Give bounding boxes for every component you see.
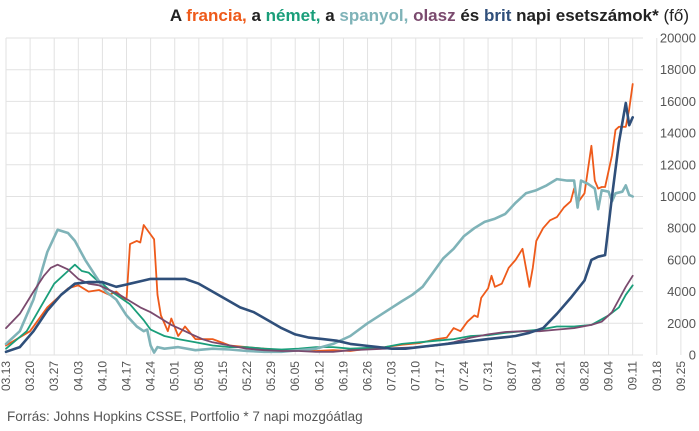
y-tick-label: 4000 bbox=[667, 284, 696, 299]
x-tick-label: 05.01 bbox=[168, 361, 182, 391]
title-part: francia, bbox=[186, 6, 247, 25]
y-tick-label: 14000 bbox=[660, 126, 696, 141]
x-tick-label: 03.20 bbox=[23, 361, 37, 391]
title-part: német, bbox=[265, 6, 321, 25]
y-tick-label: 8000 bbox=[667, 221, 696, 236]
source-note: Forrás: Johns Hopkins CSSE, Portfolio * … bbox=[7, 409, 363, 424]
y-tick-label: 6000 bbox=[667, 252, 696, 267]
x-tick-label: 07.03 bbox=[385, 361, 399, 391]
x-tick-label: 09.04 bbox=[602, 361, 616, 391]
x-tick-label: 06.12 bbox=[312, 361, 326, 391]
x-tick-label: 07.17 bbox=[433, 361, 447, 391]
y-tick-label: 0 bbox=[689, 348, 696, 363]
title-part: és bbox=[455, 6, 484, 25]
x-tick-label: 07.10 bbox=[409, 361, 423, 391]
chart-title: A francia, a német, a spanyol, olasz és … bbox=[170, 6, 689, 26]
x-tick-label: 05.08 bbox=[192, 361, 206, 391]
y-tick-label: 16000 bbox=[660, 94, 696, 109]
x-tick-label: 05.29 bbox=[264, 361, 278, 391]
x-tick-label: 08.14 bbox=[529, 361, 543, 391]
x-tick-label: 03.27 bbox=[47, 361, 61, 391]
title-unit: (fő) bbox=[658, 6, 689, 25]
title-part: spanyol, bbox=[339, 6, 409, 25]
y-tick-label: 20000 bbox=[660, 31, 696, 46]
x-tick-label: 04.03 bbox=[71, 361, 85, 391]
title-part: brit bbox=[483, 6, 512, 25]
title-part: a bbox=[246, 6, 266, 25]
y-tick-label: 12000 bbox=[660, 157, 696, 172]
x-tick-label: 10.02 bbox=[698, 361, 699, 391]
x-tick-label: 05.15 bbox=[216, 361, 230, 391]
x-tick-label: 09.11 bbox=[626, 361, 640, 390]
series-line-spanyol bbox=[4, 177, 635, 354]
x-tick-label: 06.05 bbox=[288, 361, 302, 391]
x-tick-label: 07.31 bbox=[481, 361, 495, 391]
x-tick-label: 08.07 bbox=[505, 361, 519, 391]
y-tick-label: 2000 bbox=[667, 316, 696, 331]
title-part: napi esetszámok* bbox=[511, 6, 659, 25]
x-tick-label: 08.28 bbox=[577, 361, 591, 391]
x-tick-label: 08.21 bbox=[553, 361, 567, 391]
x-tick-label: 09.25 bbox=[674, 361, 688, 391]
x-tick-label: 06.26 bbox=[361, 361, 375, 391]
x-tick-label: 07.24 bbox=[457, 361, 471, 391]
x-tick-label: 09.18 bbox=[650, 361, 664, 391]
title-part: a bbox=[320, 6, 340, 25]
x-tick-label: 04.10 bbox=[95, 361, 109, 391]
x-tick-label: 04.17 bbox=[120, 361, 134, 391]
title-part: A bbox=[169, 6, 187, 25]
x-tick-label: 03.13 bbox=[0, 361, 13, 391]
x-tick-label: 06.19 bbox=[336, 361, 350, 391]
y-tick-label: 18000 bbox=[660, 62, 696, 77]
title-part: olasz bbox=[413, 6, 456, 25]
x-tick-label: 04.24 bbox=[144, 361, 158, 391]
series-line-brit bbox=[4, 101, 635, 354]
x-tick-label: 05.22 bbox=[240, 361, 254, 391]
y-tick-label: 10000 bbox=[660, 189, 696, 204]
